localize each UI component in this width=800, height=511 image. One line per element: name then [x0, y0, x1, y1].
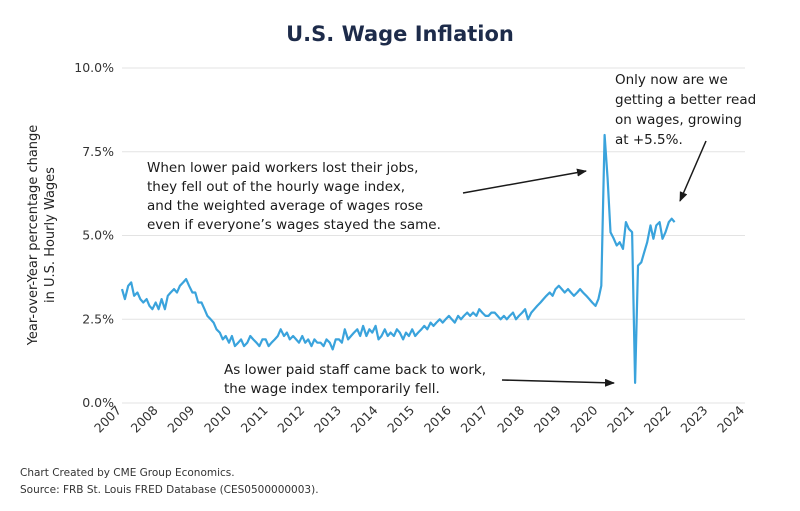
y-axis-label-line-2: in U.S. Hourly Wages	[43, 167, 58, 303]
x-tick-label: 2016	[421, 402, 454, 435]
x-tick-label: 2008	[128, 402, 161, 435]
y-tick-label: 2.5%	[82, 311, 114, 326]
x-tick-label: 2023	[677, 403, 710, 436]
annotation-return-to-work-line-2: the wage index temporarily fell.	[224, 381, 440, 397]
annotation-return-to-work: As lower paid staff came back to work, t…	[224, 362, 615, 397]
x-tick-label: 2024	[714, 402, 747, 435]
annotation-job-loss-arrow	[462, 168, 587, 194]
chart-title: U.S. Wage Inflation	[286, 22, 514, 46]
annotation-job-loss-line-3: and the weighted average of wages rose	[147, 198, 423, 214]
x-tick-label: 2010	[201, 402, 234, 435]
annotation-return-to-work-arrow	[501, 378, 615, 387]
x-tick-label: 2015	[384, 403, 417, 436]
x-tick-label: 2009	[164, 402, 197, 435]
x-tick-label: 2014	[348, 402, 381, 435]
x-tick-label: 2012	[274, 403, 307, 436]
x-tick-label: 2013	[311, 403, 344, 436]
annotation-better-read-line-4: at +5.5%.	[615, 132, 683, 148]
y-tick-label: 5.0%	[82, 228, 114, 243]
annotation-return-to-work-line-1: As lower paid staff came back to work,	[224, 362, 486, 378]
footer-credit: Chart Created by CME Group Economics.	[20, 467, 235, 479]
annotation-better-read-line-1: Only now are we	[615, 72, 728, 88]
annotation-better-read: Only now are we getting a better read on…	[615, 72, 756, 202]
annotation-job-loss: When lower paid workers lost their jobs,…	[147, 160, 587, 233]
annotation-better-read-arrow	[679, 140, 707, 202]
annotation-job-loss-line-2: they fell out of the hourly wage index,	[147, 179, 405, 195]
y-tick-label: 10.0%	[74, 60, 114, 75]
y-axis-label-line-1: Year-over-Year percentage change	[26, 125, 41, 347]
annotation-job-loss-line-4: even if everyone’s wages stayed the same…	[147, 217, 441, 233]
x-tick-label: 2018	[494, 402, 527, 435]
annotation-better-read-line-2: getting a better read	[615, 92, 756, 108]
x-tick-label: 2021	[604, 403, 637, 436]
x-tick-label: 2017	[457, 403, 490, 436]
x-tick-labels: 2007 2008 2009 2010 2011 2012 2013 2014 2015 2016…	[91, 402, 747, 435]
y-tick-label: 7.5%	[82, 144, 114, 159]
x-tick-label: 2011	[238, 403, 271, 436]
x-tick-label: 2022	[641, 403, 674, 436]
x-tick-label: 2019	[531, 402, 564, 435]
annotation-job-loss-line-1: When lower paid workers lost their jobs,	[147, 160, 418, 176]
series-line	[120, 133, 676, 384]
x-tick-label: 2020	[567, 402, 600, 435]
footer-source: Source: FRB St. Louis FRED Database (CES…	[20, 484, 319, 496]
y-tick-labels: 0.0% 2.5% 5.0% 7.5% 10.0%	[74, 60, 114, 410]
annotation-better-read-line-3: on wages, growing	[615, 112, 742, 128]
y-tick-label: 0.0%	[82, 395, 114, 410]
grid-lines	[122, 67, 745, 404]
